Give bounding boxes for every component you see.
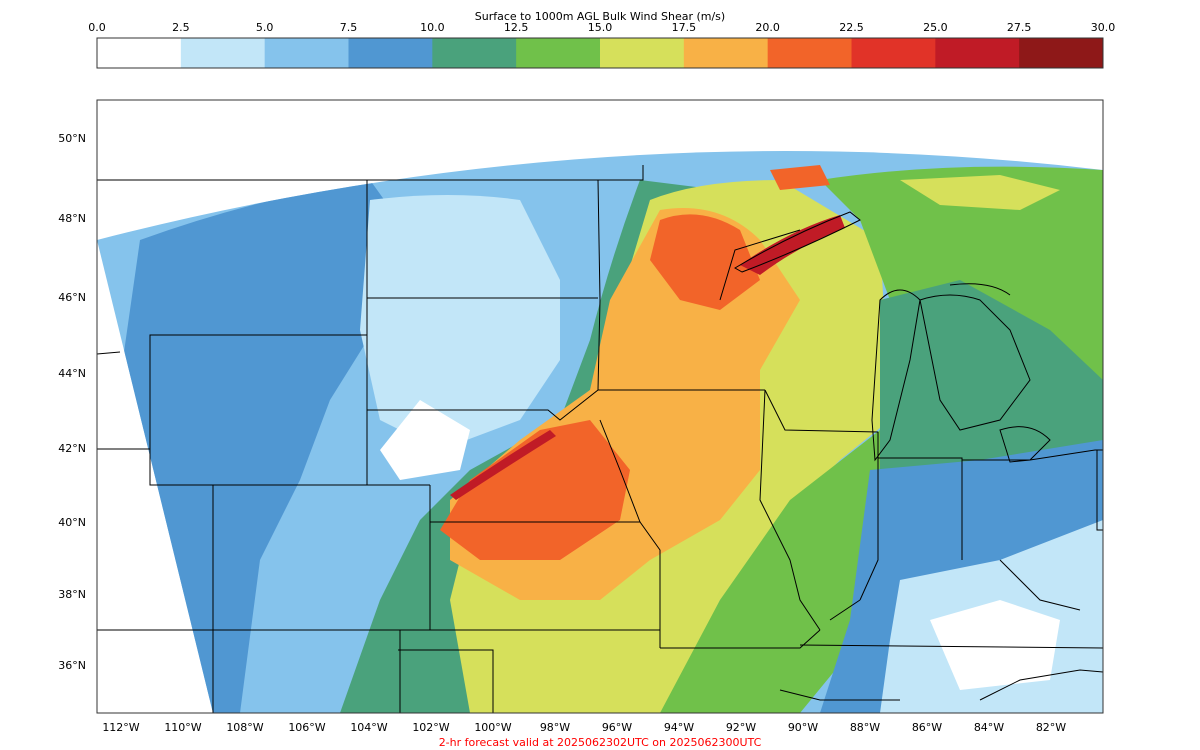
colorbar-tick-label: 12.5	[504, 21, 529, 34]
shear-band-west-light	[360, 195, 560, 450]
shear-band-yellow-north	[900, 175, 1060, 210]
colorbar-swatch	[516, 38, 601, 68]
longitude-label: 108°W	[226, 721, 263, 734]
shear-band-east-teal	[880, 280, 1103, 480]
latitude-label: 48°N	[58, 212, 86, 225]
colorbar-swatch	[767, 38, 852, 68]
colorbar-tick-label: 27.5	[1007, 21, 1032, 34]
shear-band-west-blue	[120, 180, 420, 713]
latitude-label: 36°N	[58, 659, 86, 672]
latitude-label: 44°N	[58, 367, 86, 380]
latitude-label: 50°N	[58, 132, 86, 145]
latitude-labels: 50°N 48°N 46°N 44°N 42°N 40°N 38°N 36°N	[58, 132, 86, 672]
colorbar: Surface to 1000m AGL Bulk Wind Shear (m/…	[88, 10, 1115, 69]
longitude-label: 100°W	[474, 721, 511, 734]
colorbar-swatches	[97, 38, 1104, 68]
wind-shear-field	[97, 151, 1103, 713]
longitude-label: 82°W	[1036, 721, 1066, 734]
longitude-label: 94°W	[664, 721, 694, 734]
colorbar-swatch	[1019, 38, 1104, 68]
longitude-label: 104°W	[350, 721, 387, 734]
shear-band-west-white	[380, 400, 470, 480]
colorbar-swatch	[264, 38, 349, 68]
longitude-label: 102°W	[412, 721, 449, 734]
colorbar-frame	[96, 37, 1104, 69]
colorbar-tick-label: 5.0	[256, 21, 274, 34]
longitude-label: 92°W	[726, 721, 756, 734]
colorbar-tick-labels: 0.0 2.5 5.0 7.5 10.0 12.5 15.0 17.5 20.0 22.5 25.0…	[88, 21, 1115, 34]
colorbar-tick-label: 2.5	[172, 21, 190, 34]
shear-band-dark-red	[450, 430, 556, 500]
map-frame	[96, 99, 1104, 714]
latitude-label: 38°N	[58, 588, 86, 601]
colorbar-title: Surface to 1000m AGL Bulk Wind Shear (m/…	[475, 10, 725, 23]
colorbar-tick-label: 10.0	[420, 21, 445, 34]
latitude-label: 42°N	[58, 442, 86, 455]
colorbar-tick-label: 25.0	[923, 21, 948, 34]
longitude-label: 96°W	[602, 721, 632, 734]
colorbar-tick-label: 7.5	[340, 21, 358, 34]
longitude-label: 84°W	[974, 721, 1004, 734]
colorbar-tick-label: 20.0	[755, 21, 780, 34]
colorbar-tick-label: 0.0	[88, 21, 106, 34]
longitude-label: 88°W	[850, 721, 880, 734]
colorbar-swatch	[600, 38, 685, 68]
colorbar-swatch	[97, 38, 182, 68]
shear-band-dark-red-north	[740, 215, 845, 275]
great-lakes-coastlines	[734, 211, 1051, 463]
forecast-validity-footer: 2-hr forecast valid at 2025062302UTC on …	[439, 736, 762, 749]
shear-band-east-white	[930, 600, 1060, 690]
shear-band-red-orange-south	[440, 420, 630, 560]
latitude-label: 40°N	[58, 516, 86, 529]
longitude-label: 98°W	[540, 721, 570, 734]
longitude-label: 110°W	[164, 721, 201, 734]
colorbar-swatch	[683, 38, 769, 68]
colorbar-swatch	[432, 38, 517, 68]
shear-band-orange-north	[770, 165, 830, 190]
colorbar-tick-label: 30.0	[1091, 21, 1116, 34]
colorbar-swatch	[935, 38, 1020, 68]
colorbar-swatch	[348, 38, 433, 68]
colorbar-tick-label: 17.5	[672, 21, 697, 34]
longitude-label: 86°W	[912, 721, 942, 734]
latitude-label: 46°N	[58, 291, 86, 304]
longitude-label: 112°W	[102, 721, 139, 734]
longitude-labels: 112°W 110°W 108°W 106°W 104°W 102°W 100°W 98°W 9…	[102, 721, 1066, 734]
colorbar-swatch	[180, 38, 266, 68]
state-boundaries	[97, 165, 1103, 713]
colorbar-tick-label: 22.5	[839, 21, 864, 34]
colorbar-tick-label: 15.0	[588, 21, 613, 34]
colorbar-swatch	[851, 38, 936, 68]
longitude-label: 106°W	[288, 721, 325, 734]
shear-band-red-orange-north	[650, 214, 760, 310]
longitude-label: 90°W	[788, 721, 818, 734]
map-panel: 50°N48°N46°N44°N42°N40°N38°N36°N 112°W 11…	[58, 99, 1104, 734]
